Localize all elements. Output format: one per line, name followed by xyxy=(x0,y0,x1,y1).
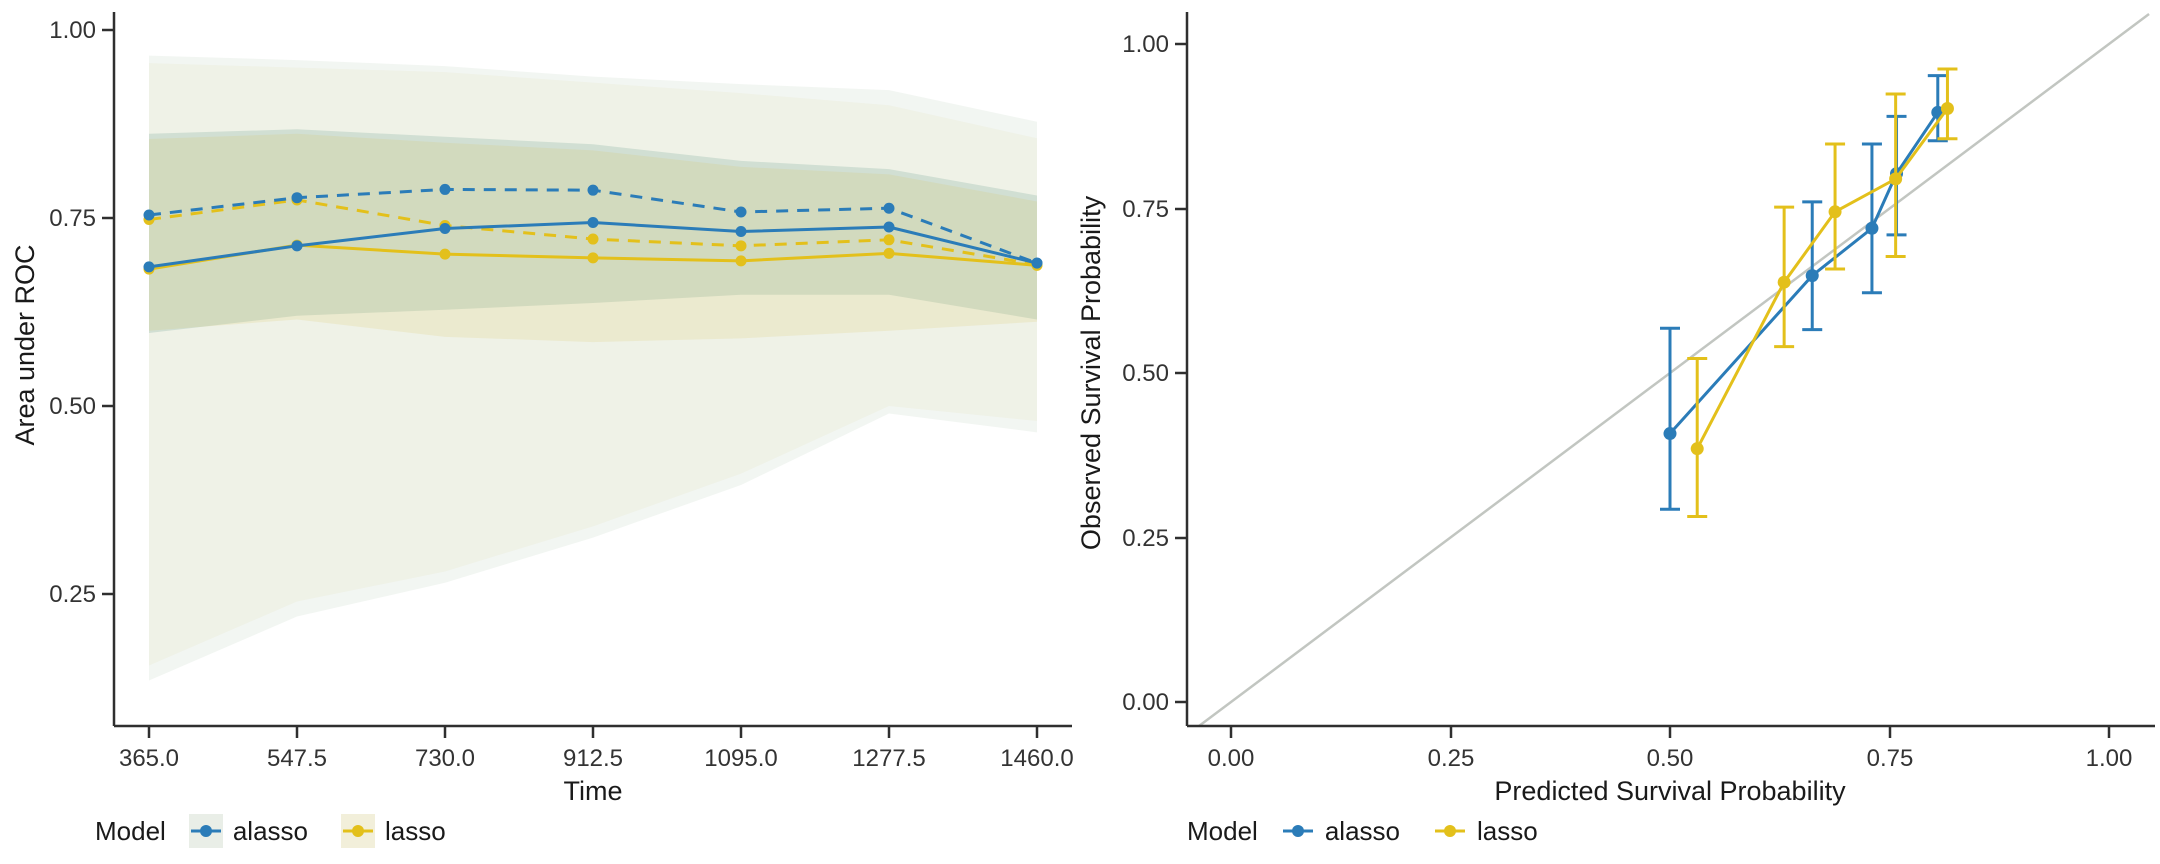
auc-point-lasso xyxy=(735,240,747,252)
auc-series-lines xyxy=(143,183,1043,275)
auc-point-alasso xyxy=(735,226,747,238)
calibration-y-axis-title: Observed Survival Probability xyxy=(1076,195,1106,550)
auc-x-tick-marks xyxy=(147,726,1039,738)
auc-point-alasso xyxy=(439,183,451,195)
auc-point-alasso xyxy=(1031,257,1043,269)
x-tick-label: 1460.0 xyxy=(1000,745,1073,772)
ribbon-alasso-wide-ci xyxy=(149,55,1037,681)
calibration-series xyxy=(1660,67,1958,518)
legend-key-glyph xyxy=(340,814,375,848)
auc-series-alasso-solid xyxy=(143,217,1043,273)
auc-point-lasso xyxy=(883,234,895,246)
auc-point-alasso xyxy=(439,223,451,235)
auc-point-alasso xyxy=(883,202,895,214)
x-tick-label: 0.75 xyxy=(1867,745,1914,772)
auc-point-lasso xyxy=(587,252,599,264)
y-tick-label: 1.00 xyxy=(1122,31,1169,58)
legend-key-lasso xyxy=(340,813,376,849)
legend-label-alasso: alasso xyxy=(1324,815,1400,846)
y-tick-label: 0.75 xyxy=(49,205,96,232)
calibration-point-lasso xyxy=(1940,101,1954,115)
x-tick-label: 1095.0 xyxy=(704,745,777,772)
auc-confidence-ribbons xyxy=(149,55,1037,681)
calibration-legend: Model alasso lasso xyxy=(1187,812,1570,850)
calibration-y-tick-marks xyxy=(1175,42,1187,704)
auc-panel: 1.00 0.75 0.50 0.25 365.0 547.5 730.0 91… xyxy=(10,12,1074,806)
calibration-point-lasso xyxy=(1828,205,1842,219)
calibration-point-lasso xyxy=(1889,172,1903,186)
x-tick-label: 1277.5 xyxy=(852,745,925,772)
auc-y-tick-marks xyxy=(102,28,114,596)
calibration-point-alasso xyxy=(1663,427,1677,441)
calibration-series-lasso xyxy=(1687,67,1958,518)
x-tick-label: 0.00 xyxy=(1208,745,1255,772)
auc-point-lasso xyxy=(587,233,599,245)
legend-label-lasso: lasso xyxy=(1476,815,1538,846)
ribbon-lasso-wide-ci xyxy=(149,63,1037,666)
legend-key-glyph xyxy=(1282,825,1313,837)
legend-key-glyph xyxy=(1434,825,1465,837)
auc-x-axis-title: Time xyxy=(564,776,623,806)
y-tick-label: 0.25 xyxy=(49,581,96,608)
calibration-point-alasso xyxy=(1805,269,1819,283)
x-tick-label: 912.5 xyxy=(563,745,623,772)
auc-point-alasso xyxy=(735,206,747,218)
x-tick-label: 547.5 xyxy=(267,745,327,772)
auc-point-alasso xyxy=(291,192,303,204)
legend-key-lasso xyxy=(1432,813,1468,849)
calibration-x-axis-title: Predicted Survival Probability xyxy=(1494,776,1846,806)
x-tick-label: 1.00 xyxy=(2086,745,2133,772)
calibration-point-lasso xyxy=(1777,275,1791,289)
calibration-point-lasso xyxy=(1690,442,1704,456)
auc-legend: Model alasso lasso xyxy=(95,812,478,850)
auc-point-alasso xyxy=(143,209,155,221)
auc-point-lasso xyxy=(439,248,451,260)
y-tick-label: 0.25 xyxy=(1122,525,1169,552)
legend-key-glyph xyxy=(188,814,223,848)
auc-point-alasso xyxy=(587,217,599,229)
y-tick-label: 0.50 xyxy=(49,393,96,420)
auc-point-alasso xyxy=(587,184,599,196)
auc-point-alasso xyxy=(883,221,895,233)
auc-y-axis-title: Area under ROC xyxy=(10,244,40,445)
x-tick-label: 0.25 xyxy=(1428,745,1475,772)
calibration-series-alasso xyxy=(1660,74,1948,511)
y-tick-label: 0.00 xyxy=(1122,689,1169,716)
ribbon-alasso-narrow-ci xyxy=(149,129,1037,334)
calibration-line-lasso xyxy=(1695,107,1949,450)
legend-label-lasso: lasso xyxy=(384,815,446,846)
auc-point-alasso xyxy=(143,261,155,273)
calibration-panel: 1.00 0.75 0.50 0.25 0.00 0.00 0.25 0.50 … xyxy=(1076,12,2155,806)
legend-label-alasso: alasso xyxy=(232,815,308,846)
x-tick-label: 730.0 xyxy=(415,745,475,772)
calibration-point-alasso xyxy=(1865,221,1879,235)
legend-title: Model xyxy=(95,815,166,846)
x-tick-label: 0.50 xyxy=(1647,745,1694,772)
calibration-x-tick-marks xyxy=(1229,726,2111,738)
y-tick-label: 0.50 xyxy=(1122,360,1169,387)
identity-reference-line xyxy=(1198,12,2150,728)
calibration-reference xyxy=(1198,12,2150,728)
legend-key-alasso xyxy=(188,813,224,849)
legend-title: Model xyxy=(1187,815,1258,846)
y-tick-label: 1.00 xyxy=(49,17,96,44)
y-tick-label: 0.75 xyxy=(1122,196,1169,223)
auc-point-lasso xyxy=(735,255,747,267)
auc-point-lasso xyxy=(883,247,895,259)
legend-key-alasso xyxy=(1280,813,1316,849)
x-tick-label: 365.0 xyxy=(119,745,179,772)
auc-point-alasso xyxy=(291,240,303,252)
